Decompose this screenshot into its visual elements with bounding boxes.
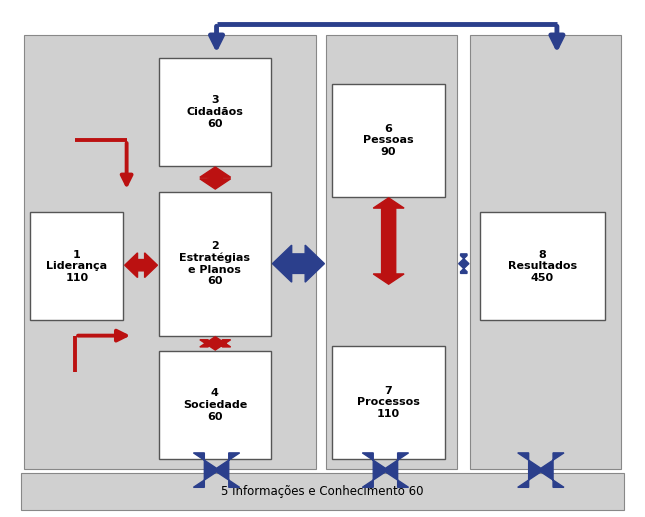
Bar	[159, 58, 271, 166]
Polygon shape	[459, 254, 469, 273]
Polygon shape	[373, 198, 404, 284]
Text: 3
Cidadãos
60: 3 Cidadãos 60	[186, 95, 243, 129]
Bar	[326, 35, 457, 469]
Polygon shape	[272, 245, 324, 282]
Bar	[159, 351, 271, 459]
Text: 2
Estratégias
e Planos
60: 2 Estratégias e Planos 60	[179, 241, 250, 286]
Text: 5 Informações e Conhecimento 60: 5 Informações e Conhecimento 60	[221, 485, 424, 498]
Text: 4
Sociedade
60: 4 Sociedade 60	[183, 388, 247, 422]
Polygon shape	[124, 253, 157, 278]
Bar	[332, 346, 444, 459]
Polygon shape	[362, 453, 408, 488]
Bar	[159, 192, 271, 336]
Polygon shape	[194, 453, 240, 488]
Bar	[21, 474, 624, 510]
Polygon shape	[200, 167, 231, 189]
Bar	[332, 84, 444, 197]
Text: 8
Resultados
450: 8 Resultados 450	[508, 250, 577, 283]
Polygon shape	[518, 453, 564, 488]
Bar	[470, 35, 621, 469]
Bar	[480, 212, 605, 320]
Polygon shape	[200, 337, 231, 350]
Bar	[30, 212, 123, 320]
Bar	[24, 35, 316, 469]
Text: 7
Processos
110: 7 Processos 110	[357, 386, 420, 419]
Text: 6
Pessoas
90: 6 Pessoas 90	[363, 124, 413, 157]
Text: 1
Liderança
110: 1 Liderança 110	[46, 250, 108, 283]
